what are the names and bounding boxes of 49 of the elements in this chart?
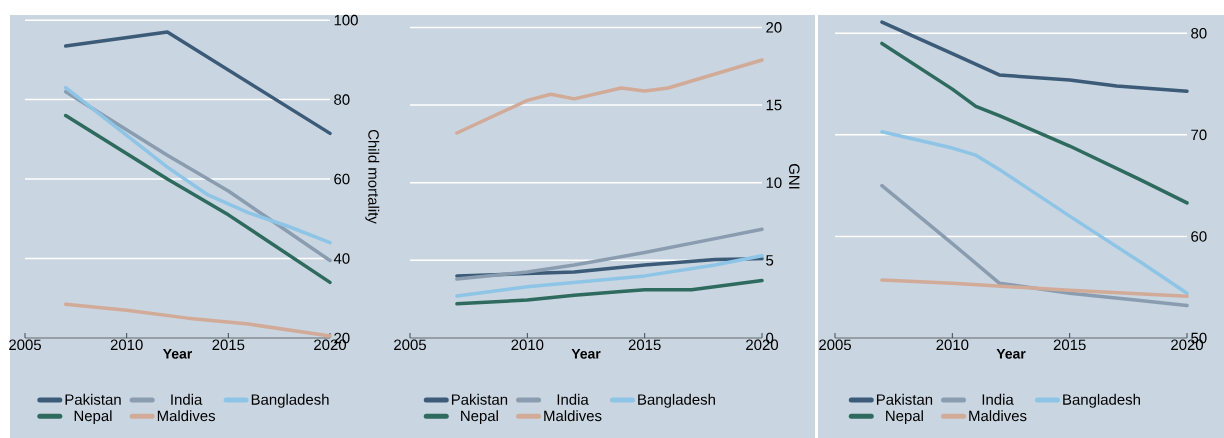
x-tick-label: 2015 (628, 339, 661, 351)
x-tick-label: 2010 (511, 339, 544, 351)
legend-label: Pakistan (65, 393, 121, 405)
legend-label: Pakistan (876, 393, 933, 405)
y-tick-label: 100 (334, 14, 358, 26)
y-tick-label: 40 (333, 253, 350, 264)
y-tick-label: 10 (766, 177, 782, 188)
line-series (880, 20, 1189, 93)
legend-label: Pakistan (451, 393, 508, 405)
y-axis-title: GNI (789, 163, 800, 189)
x-axis-title: Year (996, 348, 1026, 359)
line-series (455, 253, 764, 298)
line-series (880, 278, 1189, 299)
x-tick-label: 2005 (9, 339, 41, 351)
y-tick-label: 5 (766, 255, 774, 266)
legend-label: Maldives (969, 410, 1027, 422)
x-tick-label: 2005 (819, 339, 851, 351)
y-tick-label: 20 (766, 22, 782, 33)
x-tick-label: 2010 (936, 339, 969, 351)
x-tick-label: 2010 (110, 339, 143, 351)
legend-label: Maldives (157, 410, 216, 422)
legend-label: Bangladesh (251, 393, 329, 408)
legend-label: India (171, 393, 203, 405)
legend-label: Nepal (461, 410, 498, 425)
line-series (63, 113, 332, 285)
line-series (63, 302, 332, 338)
x-axis-title: Year (571, 348, 601, 359)
x-tick-label: 2015 (1053, 339, 1086, 351)
line-series (455, 227, 764, 281)
y-tick-label: 15 (766, 99, 782, 111)
legend-label: Maldives (544, 410, 602, 422)
y-axis-title: Child mortality (365, 129, 380, 224)
line-series (880, 130, 1189, 296)
legend-label: India (982, 393, 1014, 405)
line-series (880, 41, 1189, 205)
legend-label: India (557, 393, 589, 405)
line-series (455, 278, 764, 306)
y-tick-label: 60 (1191, 231, 1207, 242)
legend-label: Bangladesh (1063, 393, 1140, 408)
y-tick-label: 70 (1191, 129, 1207, 141)
x-tick-label: 2005 (394, 339, 426, 351)
legend-label: Nepal (886, 410, 923, 425)
y-tick-label: 60 (334, 173, 350, 185)
y-tick-label: 80 (1191, 27, 1207, 39)
x-tick-label: 2015 (212, 339, 245, 351)
x-axis-title: Year (163, 348, 193, 359)
legend-label: Nepal (74, 410, 112, 425)
legend-label: Bangladesh (638, 393, 715, 408)
y-tick-label: 80 (334, 94, 350, 105)
